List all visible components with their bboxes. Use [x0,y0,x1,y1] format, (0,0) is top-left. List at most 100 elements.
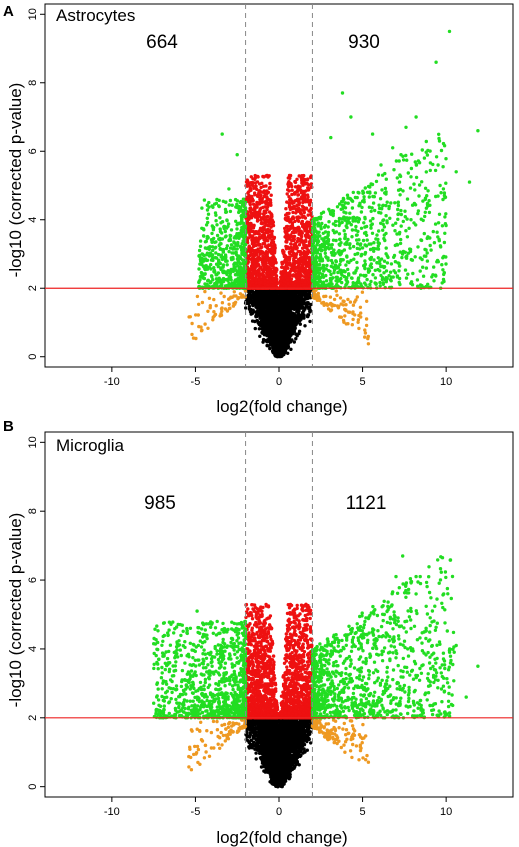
point-sig-small-fc [251,234,255,238]
point-nonsig-fc [188,315,192,319]
point-sig-small-fc [265,283,269,287]
point-sig-up [442,240,447,245]
point-sig-small-fc [260,250,265,254]
point-sig-small-fc [273,243,277,247]
point-sig-up [373,276,378,280]
point-sig-up [350,206,355,210]
point-nonsig [272,302,276,307]
point-nonsig [301,298,306,303]
point-nonsig [285,293,290,297]
point-sig-small-fc [296,228,301,232]
point-nonsig-fc [220,301,225,305]
point-sig-up [441,165,445,169]
point-nonsig-fc [330,302,334,307]
point-sig-small-fc [297,243,302,247]
point-sig-small-fc [299,269,303,273]
point-sig-small-fc [278,281,283,285]
point-sig-small-fc [271,240,276,244]
point-nonsig [291,323,296,327]
point-sig-small-fc [287,201,291,205]
point-nonsig-fc [350,323,354,327]
point-sig-small-fc [263,279,267,283]
point-nonsig [299,293,304,297]
point-sig-small-fc [257,202,262,206]
point-sig-small-fc [253,181,258,185]
point-nonsig-fc [197,302,201,306]
point-sig-small-fc [284,232,289,236]
point-sig-small-fc [263,267,267,271]
point-sig-small-fc [249,181,253,185]
point-sig-small-fc [303,267,307,271]
point-sig-small-fc [263,261,267,266]
point-nonsig-fc [238,292,243,296]
point-sig-small-fc [255,219,260,223]
point-sig-up [423,186,428,190]
point-nonsig [298,298,303,302]
point-sig-small-fc [287,227,292,232]
point-sig-small-fc [248,248,252,253]
point-sig-small-fc [302,197,306,202]
point-nonsig [298,305,303,309]
point-nonsig [295,294,299,298]
point-sig-up [384,214,388,218]
point-sig-small-fc [287,218,291,222]
point-sig-small-fc [253,270,257,274]
point-sig-small-fc [255,249,260,254]
point-sig-small-fc [284,244,288,249]
point-nonsig-fc [219,313,224,317]
point-sig-small-fc [247,184,252,188]
point-sig-small-fc [295,273,300,278]
point-nonsig [281,299,286,303]
point-nonsig-fc [232,290,236,294]
panel-letter: A [3,3,14,20]
point-sig-small-fc [298,252,303,257]
point-sig-small-fc [255,230,259,234]
point-nonsig [271,345,275,349]
point-sig-small-fc [264,215,268,219]
point-sig-small-fc [262,209,267,214]
point-sig-small-fc [265,189,269,193]
point-sig-small-fc [283,226,287,231]
point-sig-up [420,148,424,152]
point-sig-small-fc [254,258,258,263]
point-sig-small-fc [297,264,301,268]
point-sig-up [335,205,340,209]
point-nonsig-fc [363,328,367,332]
point-nonsig-fc [190,321,194,326]
point-sig-up [396,212,400,217]
point-sig-small-fc [250,275,254,279]
point-sig-small-fc [285,278,290,282]
point-sig-small-fc [249,199,253,203]
point-sig-small-fc [303,223,307,228]
point-sig-up [363,186,367,190]
point-sig-small-fc [294,247,298,251]
point-nonsig [258,334,262,338]
point-sig-small-fc [259,280,263,285]
point-nonsig [262,332,267,336]
point-sig-up [421,199,425,203]
point-sig-up [428,168,432,173]
point-nonsig [275,342,279,346]
point-nonsig-fc [214,304,218,308]
point-sig-small-fc [289,268,294,272]
point-sig-up [444,255,448,259]
point-nonsig-fc [346,310,351,314]
point-nonsig [288,328,292,332]
point-sig-small-fc [283,273,287,277]
point-nonsig [308,310,312,314]
point-sig-small-fc [245,219,250,224]
point-sig-small-fc [303,216,308,220]
point-nonsig [273,292,278,296]
point-sig-small-fc [253,191,257,195]
point-nonsig [267,289,271,293]
point-sig-up [425,251,429,255]
point-nonsig [293,299,297,303]
point-sig-up [380,173,385,177]
point-sig-small-fc [267,261,271,265]
point-sig-small-fc [256,215,260,219]
point-nonsig [281,331,285,335]
point-sig-up [371,201,376,205]
point-sig-small-fc [304,227,308,231]
point-sig-small-fc [261,190,265,194]
